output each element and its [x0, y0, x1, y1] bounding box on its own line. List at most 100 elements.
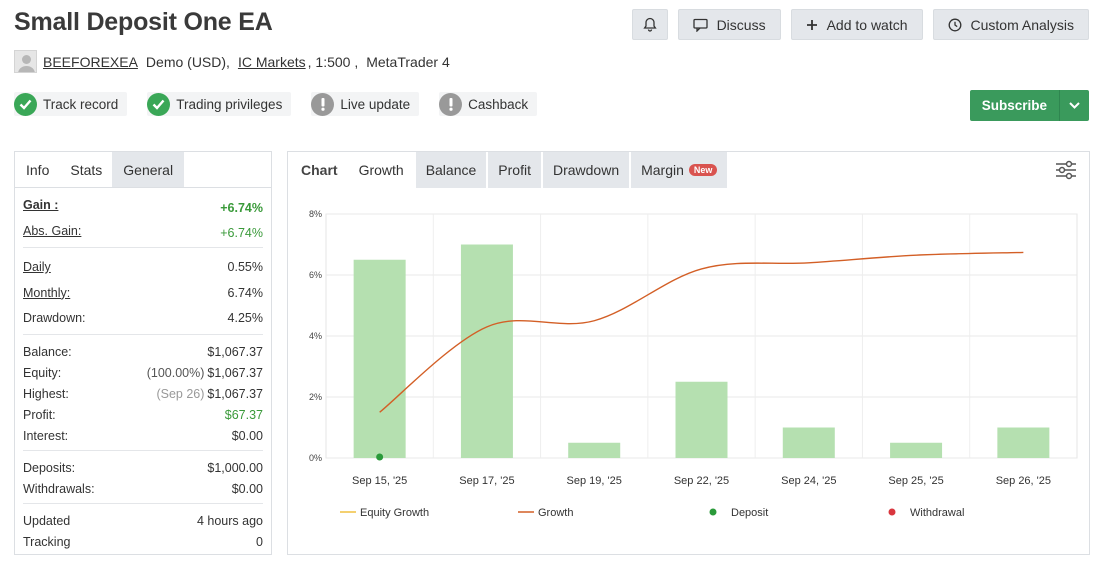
stat-updated: Updated 4 hours ago [15, 510, 271, 531]
tab-drawdown[interactable]: Drawdown [542, 152, 630, 188]
account-info: BEEFOREXEA Demo (USD), IC Markets , 1:50… [14, 50, 450, 73]
notification-button[interactable] [631, 9, 668, 40]
stat-label[interactable]: Daily [23, 260, 51, 274]
stat-label: Highest: [23, 386, 69, 401]
tab-margin[interactable]: Margin New [631, 152, 728, 188]
stat-label: Withdrawals: [23, 481, 95, 496]
divider [23, 334, 263, 335]
verification-badges: Track record Trading privileges Live upd… [14, 92, 538, 116]
stat-note: (100.00%) [146, 365, 205, 380]
leverage: , 1:500 , [307, 53, 359, 70]
tab-balance[interactable]: Balance [415, 152, 487, 188]
stat-label: Profit: [23, 407, 56, 422]
stat-gain: Gain : +6.74% [15, 194, 271, 215]
stat-value-group: (Sep 26) $1,067.37 [156, 387, 263, 401]
growth-chart: 0% 2% 4% 6% 8% Sep 15, '25 Sep 17, '25 Sep 19,… [309, 209, 1078, 519]
chart-bar [890, 442, 943, 458]
tab-margin-label: Margin [641, 162, 684, 178]
tab-growth[interactable]: Growth [348, 152, 414, 188]
y-tick-label: 6% [309, 270, 322, 280]
chart-label: Chart [301, 162, 338, 178]
stat-value: $0.00 [231, 481, 263, 496]
chart-bar [997, 427, 1050, 458]
stat-interest: Interest: $0.00 [15, 425, 271, 446]
add-to-watch-label: Add to watch [826, 16, 908, 33]
stats-panel: Info Stats General Gain : +6.74% Abs. Ga… [14, 151, 272, 555]
x-tick-label: Sep 19, '25 [567, 475, 622, 487]
stat-note: (Sep 26) [156, 386, 205, 401]
stat-tracking: Tracking 0 [15, 531, 271, 552]
tab-general[interactable]: General [112, 152, 185, 187]
badge-label: Track record [43, 96, 119, 112]
check-icon [147, 92, 171, 116]
stat-profit: Profit: $67.37 [15, 404, 271, 425]
badge-label: Trading privileges [176, 96, 283, 112]
chart-settings-button[interactable] [1055, 160, 1077, 185]
stat-label: Balance: [23, 344, 72, 359]
badge-label: Cashback [468, 96, 529, 112]
stat-value: $67.37 [224, 407, 263, 422]
tab-profit[interactable]: Profit [488, 152, 541, 188]
legend-label: Deposit [731, 507, 768, 519]
chart-bar [353, 259, 406, 458]
stat-value: +6.74% [220, 226, 263, 240]
stat-label[interactable]: Abs. Gain: [23, 223, 82, 238]
chart-bar [675, 381, 728, 458]
page-title: Small Deposit One EA [14, 8, 273, 36]
badge-label: Live update [340, 96, 411, 112]
tab-info[interactable]: Info [15, 152, 61, 187]
check-icon [14, 92, 37, 116]
growth-line [379, 251, 1024, 413]
legend-label: Equity Growth [360, 507, 429, 519]
stat-monthly: Monthly: 6.74% [15, 280, 271, 305]
account-type: Demo (USD), [145, 53, 230, 70]
stat-daily: Daily 0.55% [15, 254, 271, 280]
bell-icon [642, 17, 657, 32]
custom-analysis-label: Custom Analysis [970, 16, 1074, 33]
discuss-button[interactable]: Discuss [677, 9, 781, 40]
clock-icon [948, 18, 961, 31]
broker-link[interactable]: IC Markets [237, 53, 306, 70]
stat-highest: Highest: (Sep 26) $1,067.37 [15, 383, 271, 404]
stat-value: +6.74% [220, 200, 263, 215]
stat-value: $1,067.37 [207, 365, 263, 380]
stat-value: $1,000.00 [207, 460, 263, 475]
stat-value: 0 [256, 534, 263, 549]
stat-value: $0.00 [231, 428, 263, 443]
user-link[interactable]: BEEFOREXEA [43, 53, 138, 70]
stat-withdrawals: Withdrawals: $0.00 [15, 478, 271, 499]
y-tick-label: 8% [309, 209, 322, 219]
header-actions: Discuss Add to watch Custom Analysis [631, 9, 1089, 40]
add-to-watch-button[interactable]: Add to watch [790, 9, 923, 40]
platform: MetaTrader 4 [366, 53, 450, 70]
plus-icon [806, 19, 817, 30]
stats-tabs: Info Stats General [15, 152, 271, 188]
x-tick-label: Sep 15, '25 [352, 475, 407, 487]
custom-analysis-button[interactable]: Custom Analysis [932, 9, 1089, 40]
stat-label: Tracking [23, 534, 71, 549]
x-tick-label: Sep 24, '25 [781, 475, 836, 487]
sliders-icon [1056, 160, 1076, 180]
live-update-badge: Live update [311, 92, 420, 116]
stat-value: 4.25% [227, 310, 263, 325]
stat-value-group: (100.00%) $1,067.37 [147, 366, 263, 380]
x-tick-label: Sep 17, '25 [459, 475, 514, 487]
stat-label[interactable]: Gain : [23, 197, 59, 212]
stat-value: $1,067.37 [207, 344, 263, 359]
tab-stats[interactable]: Stats [60, 152, 113, 187]
avatar [14, 50, 37, 73]
subscribe-dropdown[interactable] [1060, 90, 1089, 121]
stat-value: 4 hours ago [196, 513, 263, 528]
x-tick-label: Sep 22, '25 [674, 475, 729, 487]
new-badge: New [688, 164, 718, 176]
stat-deposits: Deposits: $1,000.00 [15, 457, 271, 478]
legend-label: Withdrawal [910, 507, 964, 519]
exclamation-icon [311, 92, 335, 116]
divider [23, 503, 263, 504]
stat-label[interactable]: Monthly: [23, 285, 71, 300]
x-tick-label: Sep 25, '25 [888, 475, 943, 487]
chart-tabs: Chart Growth Balance Profit Drawdown Mar… [288, 152, 1089, 188]
comment-icon [692, 18, 708, 32]
stat-label: Equity: [23, 365, 62, 380]
subscribe-button[interactable]: Subscribe [969, 90, 1060, 121]
